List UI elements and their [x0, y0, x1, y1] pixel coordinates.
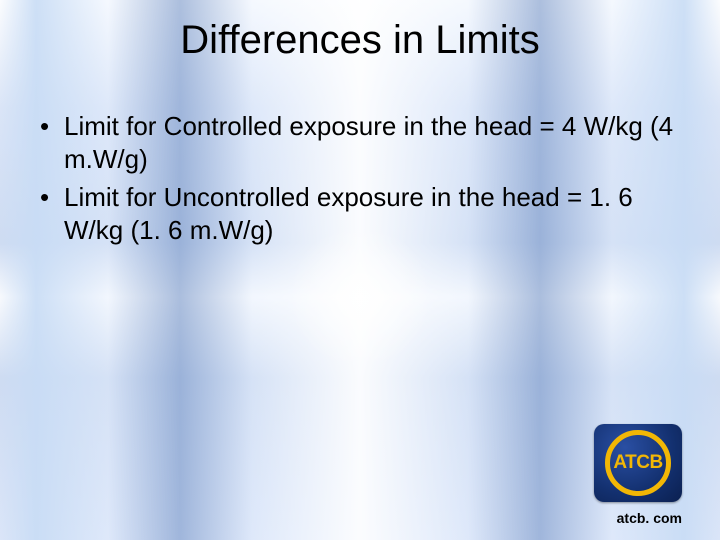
slide: Differences in Limits Limit for Controll… — [0, 0, 720, 540]
bullet-list: Limit for Controlled exposure in the hea… — [40, 110, 680, 246]
footer-url: atcb. com — [617, 510, 682, 526]
logo-text: ATCB — [613, 452, 662, 474]
slide-title: Differences in Limits — [0, 18, 720, 63]
list-item: Limit for Uncontrolled exposure in the h… — [40, 181, 680, 246]
logo-ring-icon: ATCB — [605, 430, 671, 496]
atcb-logo: ATCB — [594, 424, 682, 502]
slide-body: Limit for Controlled exposure in the hea… — [40, 110, 680, 252]
list-item: Limit for Controlled exposure in the hea… — [40, 110, 680, 175]
